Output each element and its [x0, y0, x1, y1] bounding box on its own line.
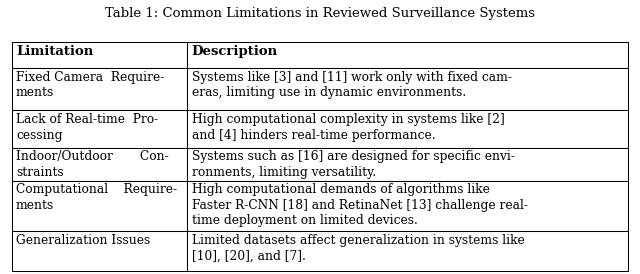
Text: Limited datasets affect generalization in systems like
[10], [20], and [7].: Limited datasets affect generalization i… [192, 234, 525, 262]
Text: Lack of Real-time  Pro-
cessing: Lack of Real-time Pro- cessing [16, 113, 158, 142]
Text: Description: Description [192, 45, 278, 58]
Bar [188, 68, 628, 110]
Bar [12, 181, 188, 231]
Bar [188, 231, 628, 271]
Text: High computational demands of algorithms like
Faster R-CNN [18] and RetinaNet [1: High computational demands of algorithms… [192, 183, 528, 227]
Text: Table 1: Common Limitations in Reviewed Surveillance Systems: Table 1: Common Limitations in Reviewed … [105, 7, 535, 20]
Text: Computational    Require-
ments: Computational Require- ments [16, 183, 177, 212]
Bar [12, 68, 188, 110]
Text: Generalization Issues: Generalization Issues [16, 234, 150, 247]
Bar [188, 181, 628, 231]
Text: High computational complexity in systems like [2]
and [4] hinders real-time perf: High computational complexity in systems… [192, 113, 504, 142]
Bar [188, 147, 628, 181]
Text: Limitation: Limitation [16, 45, 93, 58]
Text: Systems like [3] and [11] work only with fixed cam-
eras, limiting use in dynami: Systems like [3] and [11] work only with… [192, 70, 512, 99]
Bar [12, 42, 188, 68]
Bar [188, 42, 628, 68]
Bar [188, 110, 628, 147]
Text: Fixed Camera  Require-
ments: Fixed Camera Require- ments [16, 70, 164, 99]
Text: Systems such as [16] are designed for specific envi-
ronments, limiting versatil: Systems such as [16] are designed for sp… [192, 150, 515, 179]
Bar [12, 147, 188, 181]
Text: Indoor/Outdoor       Con-
straints: Indoor/Outdoor Con- straints [16, 150, 169, 179]
Bar [12, 231, 188, 271]
Bar [12, 110, 188, 147]
